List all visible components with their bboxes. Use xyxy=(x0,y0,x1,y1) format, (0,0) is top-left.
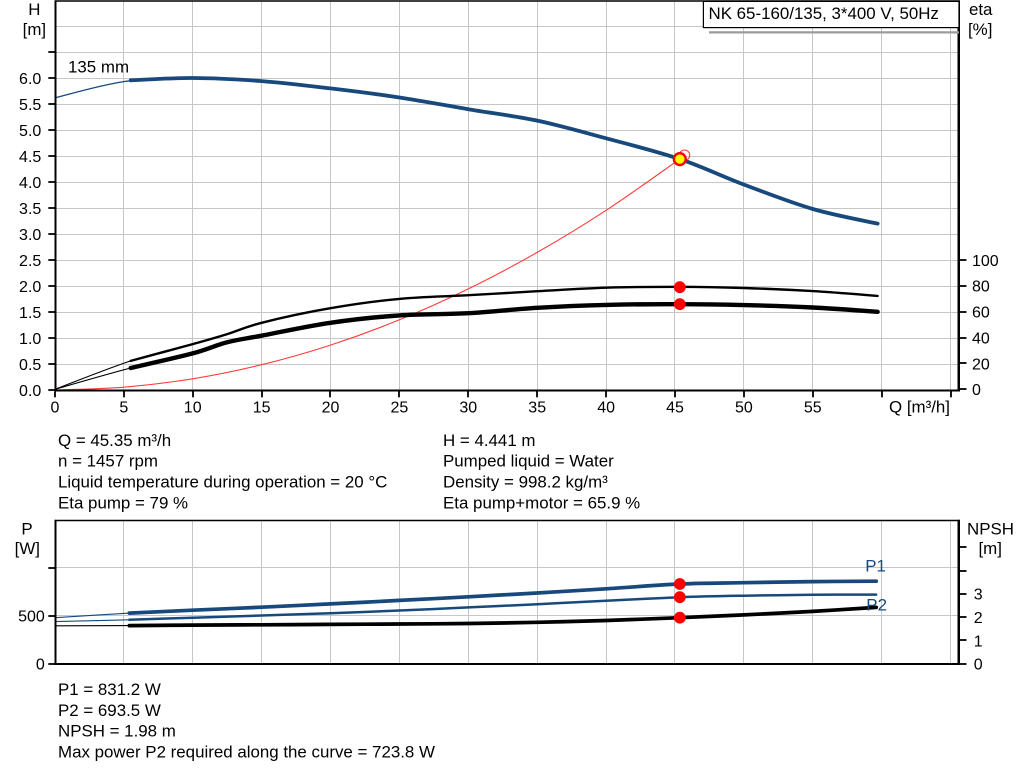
svg-text:3.0: 3.0 xyxy=(19,227,41,244)
svg-text:Liquid temperature during oper: Liquid temperature during operation = 20… xyxy=(58,473,387,492)
svg-text:4.5: 4.5 xyxy=(19,149,41,166)
svg-text:P1 = 831.2 W: P1 = 831.2 W xyxy=(58,680,161,699)
svg-text:P: P xyxy=(21,520,32,539)
svg-text:Q [m³/h]: Q [m³/h] xyxy=(889,398,950,417)
svg-text:10: 10 xyxy=(184,400,202,417)
svg-text:1.5: 1.5 xyxy=(19,305,41,322)
svg-text:20: 20 xyxy=(322,400,340,417)
svg-text:P2 = 693.5 W: P2 = 693.5 W xyxy=(58,701,161,720)
svg-text:6.0: 6.0 xyxy=(19,71,41,88)
svg-text:Eta pump = 79 %: Eta pump = 79 % xyxy=(58,494,188,513)
svg-text:NK 65-160/135, 3*400 V, 50Hz: NK 65-160/135, 3*400 V, 50Hz xyxy=(709,4,939,23)
svg-text:20: 20 xyxy=(972,356,990,373)
svg-text:1.0: 1.0 xyxy=(19,331,41,348)
svg-text:Density = 998.2 kg/m³: Density = 998.2 kg/m³ xyxy=(443,473,608,492)
svg-text:P2: P2 xyxy=(866,596,887,615)
svg-text:5.0: 5.0 xyxy=(19,123,41,140)
svg-text:3.5: 3.5 xyxy=(19,201,41,218)
svg-text:0: 0 xyxy=(36,657,45,674)
svg-text:0.0: 0.0 xyxy=(19,383,41,400)
svg-text:40: 40 xyxy=(972,330,990,347)
svg-text:0.5: 0.5 xyxy=(19,357,41,374)
svg-text:1: 1 xyxy=(974,633,983,650)
svg-text:H = 4.441 m: H = 4.441 m xyxy=(443,431,535,450)
svg-text:135 mm: 135 mm xyxy=(68,58,129,77)
svg-text:3: 3 xyxy=(974,587,983,604)
svg-text:Eta pump+motor = 65.9 %: Eta pump+motor = 65.9 % xyxy=(443,494,640,513)
svg-text:n = 1457 rpm: n = 1457 rpm xyxy=(58,452,158,471)
svg-text:5: 5 xyxy=(119,400,128,417)
svg-text:40: 40 xyxy=(597,400,615,417)
svg-text:15: 15 xyxy=(253,400,271,417)
svg-text:2.0: 2.0 xyxy=(19,279,41,296)
svg-text:2: 2 xyxy=(974,610,983,627)
svg-text:Pumped liquid = Water: Pumped liquid = Water xyxy=(443,452,614,471)
svg-text:0: 0 xyxy=(50,400,59,417)
svg-text:50: 50 xyxy=(735,400,753,417)
svg-text:80: 80 xyxy=(972,279,990,296)
svg-text:[m]: [m] xyxy=(978,539,1001,558)
svg-text:500: 500 xyxy=(18,609,45,626)
svg-text:[m]: [m] xyxy=(23,20,46,39)
svg-text:60: 60 xyxy=(972,305,990,322)
svg-text:P1: P1 xyxy=(865,557,886,576)
svg-text:NPSH = 1.98 m: NPSH = 1.98 m xyxy=(58,722,176,741)
svg-text:100: 100 xyxy=(972,253,999,270)
svg-text:0: 0 xyxy=(972,382,981,399)
svg-text:Max power P2 required along th: Max power P2 required along the curve = … xyxy=(58,743,435,762)
svg-text:2.5: 2.5 xyxy=(19,253,41,270)
svg-text:NPSH: NPSH xyxy=(967,520,1014,539)
svg-text:4.0: 4.0 xyxy=(19,175,41,192)
svg-text:Q = 45.35 m³/h: Q = 45.35 m³/h xyxy=(58,431,171,450)
svg-text:30: 30 xyxy=(459,400,477,417)
svg-text:[W]: [W] xyxy=(15,539,40,558)
svg-text:45: 45 xyxy=(666,400,684,417)
svg-text:25: 25 xyxy=(391,400,409,417)
svg-text:[%]: [%] xyxy=(968,20,992,39)
svg-text:H: H xyxy=(28,0,40,19)
svg-text:eta: eta xyxy=(969,0,993,19)
svg-text:55: 55 xyxy=(804,400,822,417)
svg-text:35: 35 xyxy=(528,400,546,417)
svg-text:5.5: 5.5 xyxy=(19,97,41,114)
svg-text:0: 0 xyxy=(974,657,983,674)
